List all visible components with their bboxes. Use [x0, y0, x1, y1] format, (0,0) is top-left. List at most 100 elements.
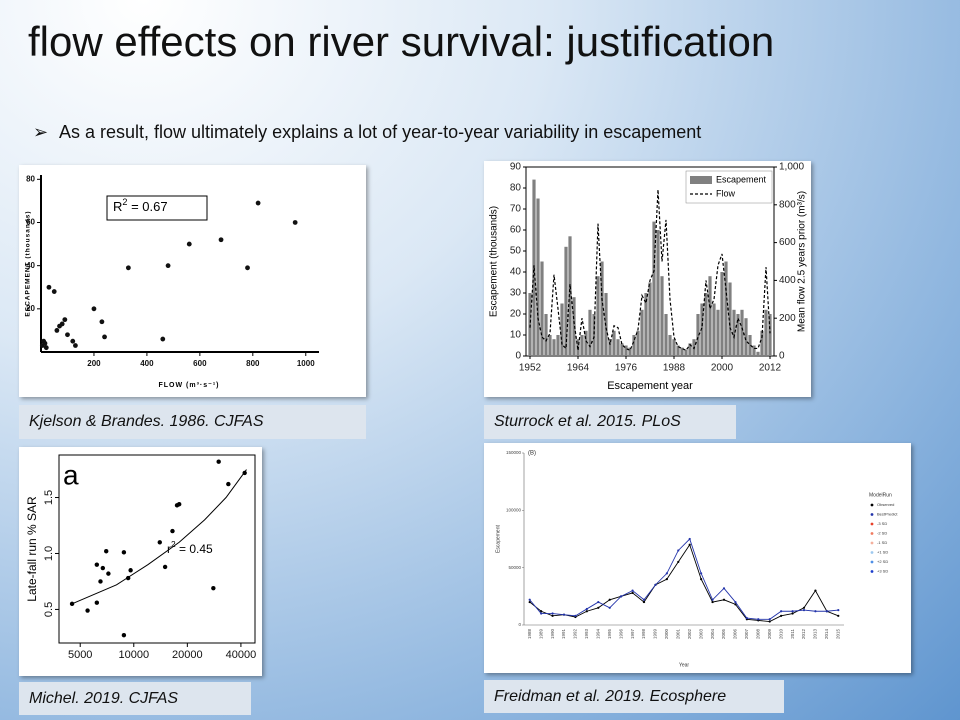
x-tick-label: 1995 — [607, 629, 612, 640]
bar — [756, 351, 760, 356]
x-tick-label: 2001 — [675, 629, 680, 640]
point — [62, 317, 68, 323]
series-point — [722, 598, 726, 601]
chart: 0 50000 100000 150000 1988 1989 1990 1991 1992 19… — [495, 450, 898, 668]
series-line — [529, 543, 839, 623]
x-tick-label: 2009 — [767, 629, 772, 640]
point — [59, 321, 65, 327]
legend-swatch — [870, 513, 874, 516]
legend-swatch — [870, 532, 874, 535]
bar — [696, 314, 700, 356]
annotation: R2 = 0.67 — [113, 197, 168, 214]
point — [73, 343, 78, 348]
series-point — [654, 583, 657, 586]
legend-label: Escapement — [716, 174, 767, 184]
panel-label: (B) — [528, 451, 536, 457]
bar — [544, 314, 548, 356]
y-tick-label: 1.0 — [43, 546, 55, 561]
point — [242, 470, 247, 476]
bar — [712, 303, 716, 356]
series-point — [528, 600, 531, 604]
legend-label: +1 SD — [877, 550, 888, 555]
point — [99, 319, 105, 325]
x-tick-label: 1964 — [567, 363, 590, 374]
y2-tick-label: 600 — [779, 237, 796, 248]
bar — [768, 314, 772, 356]
bar — [684, 349, 688, 356]
legend-swatch — [870, 522, 874, 526]
legend-label: Observed — [877, 502, 894, 507]
legend-swatch — [870, 570, 874, 573]
series-point — [540, 612, 543, 615]
y-tick-label: 90 — [510, 162, 522, 173]
x-tick-label: 800 — [246, 359, 260, 368]
series-point — [608, 606, 611, 609]
bar — [748, 335, 752, 356]
series-point — [574, 614, 577, 617]
bar — [688, 343, 692, 356]
legend-label: +3 SD — [877, 569, 888, 574]
point — [42, 340, 48, 346]
series-point — [825, 610, 828, 613]
series-point — [688, 543, 691, 546]
figure: 0 10 20 30 40 50 60 70 80 90 0 200 400 600 800 1,000 195… — [484, 161, 811, 397]
point — [54, 328, 60, 333]
bar — [708, 276, 712, 356]
bar — [760, 330, 764, 356]
flow-line — [529, 189, 771, 352]
series-point — [745, 617, 748, 620]
point — [160, 336, 166, 342]
x-tick-label: 200 — [87, 359, 101, 368]
point — [94, 600, 100, 605]
y-axis-label: Escapement — [495, 524, 501, 552]
series-point — [597, 606, 600, 609]
caption: Sturrock et al. 2015. PLoS — [484, 405, 736, 439]
bar — [672, 339, 676, 356]
x-tick-label: 1989 — [538, 629, 543, 640]
bar — [592, 314, 596, 356]
chart: 20 40 60 80 200 400 600 800 1000 ESCAPEMENT (thou… — [25, 174, 319, 389]
bar — [764, 309, 768, 356]
annotation-sup: 2 — [122, 197, 127, 207]
bar — [752, 345, 756, 356]
series-point — [837, 608, 840, 612]
series-point — [551, 612, 554, 615]
series-point — [791, 612, 794, 615]
y-tick-label: 60 — [26, 218, 35, 227]
bar — [664, 314, 668, 356]
point — [186, 241, 192, 247]
y2-tick-label: 1,000 — [779, 162, 804, 173]
x-tick-label: 1990 — [550, 629, 555, 640]
bar — [676, 345, 680, 356]
series-point — [791, 610, 794, 613]
point — [255, 200, 261, 206]
x-tick-label: 1999 — [653, 629, 658, 640]
point — [106, 571, 111, 576]
bar — [612, 330, 616, 356]
bar — [680, 347, 684, 356]
point — [65, 332, 70, 338]
trend-line — [71, 469, 247, 605]
point — [46, 284, 52, 290]
legend-label: -1 SD — [877, 540, 887, 545]
legend-label: BestPredict — [877, 512, 898, 517]
y2-tick-label: 800 — [779, 199, 796, 210]
bar — [736, 314, 740, 356]
x-tick-label: 2003 — [698, 629, 703, 640]
point — [69, 601, 75, 607]
bar — [536, 198, 540, 356]
series-point — [642, 600, 646, 604]
y-tick-label: 80 — [26, 174, 35, 183]
bar — [652, 221, 656, 356]
x-tick-label: 1994 — [595, 629, 600, 640]
point — [98, 579, 103, 584]
figure: 0.5 1.0 1.5 5000 10000 20000 40000 Late-fall ru… — [19, 447, 262, 676]
point — [121, 550, 127, 555]
bullet: ➢ As a result, flow ultimately explains a… — [33, 122, 701, 143]
bar — [716, 309, 720, 356]
x-tick-label: 2015 — [835, 629, 840, 640]
series-point — [677, 549, 680, 552]
y-tick-label: 0.5 — [43, 602, 55, 617]
series-point — [780, 614, 783, 617]
bar — [528, 293, 532, 356]
